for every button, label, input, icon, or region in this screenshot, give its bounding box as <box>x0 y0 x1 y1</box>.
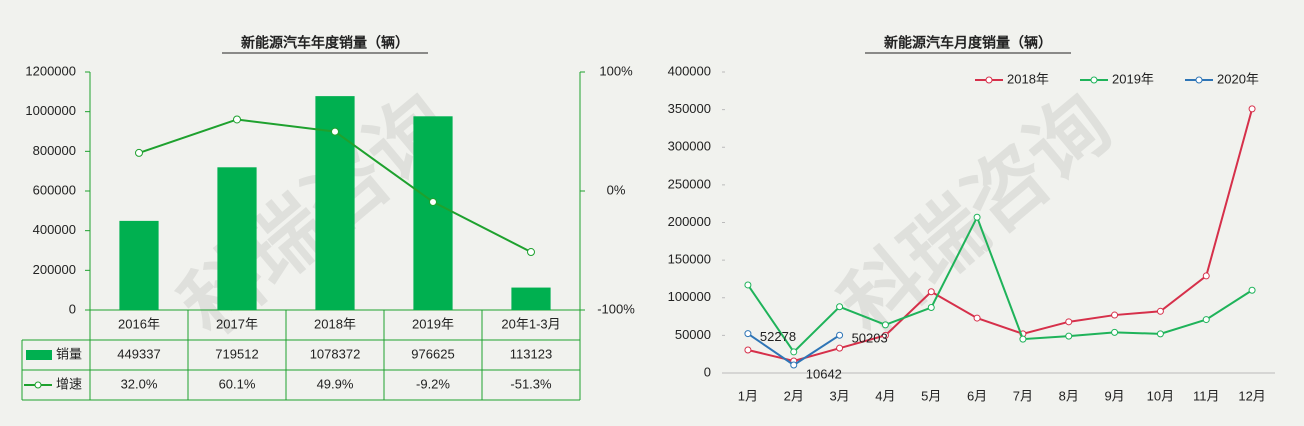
series-point <box>790 361 798 369</box>
series-point <box>1111 328 1119 336</box>
series-point <box>1202 316 1210 324</box>
y-tick-label: 200000 <box>668 214 711 229</box>
series-point <box>744 281 752 289</box>
y-tick-label: 600000 <box>33 182 76 197</box>
x-tick-label: 2017年 <box>216 316 258 331</box>
x-tick-label: 2016年 <box>118 316 160 331</box>
y-tick-label: 200000 <box>33 262 76 277</box>
y-tick-label: 0 <box>69 301 76 316</box>
legend-marker <box>1195 76 1203 84</box>
legend-marker <box>1090 76 1098 84</box>
y-tick-label: 50000 <box>675 327 711 342</box>
x-tick-label: 20年1-3月 <box>501 316 560 331</box>
table-value: 49.9% <box>317 376 354 391</box>
table-value: 1078372 <box>310 346 361 361</box>
bar <box>119 220 159 310</box>
series-point <box>790 348 798 356</box>
series-point <box>973 213 981 221</box>
x-tick-label: 2018年 <box>314 316 356 331</box>
series-point <box>1111 311 1119 319</box>
y-tick-label: 1000000 <box>25 103 76 118</box>
growth-point <box>429 197 437 206</box>
series-line <box>747 214 1253 354</box>
y-tick-label: 1200000 <box>25 63 76 78</box>
x-tick-label: 2019年 <box>412 316 454 331</box>
series-point <box>927 304 935 312</box>
growth-point <box>331 127 339 136</box>
legend-label: 增速 <box>56 376 82 391</box>
y-tick-label: 0 <box>704 364 711 379</box>
data-label: 52278 <box>760 329 796 344</box>
x-tick-label: 8月 <box>1059 388 1079 403</box>
x-tick-label: 11月 <box>1193 388 1220 403</box>
table-value: 976625 <box>411 346 454 361</box>
legend-label: 2019年 <box>1112 71 1154 86</box>
table-value: 449337 <box>117 346 160 361</box>
table-value: -51.3% <box>510 376 552 391</box>
series-point <box>1248 286 1256 294</box>
table-value: 60.1% <box>219 376 256 391</box>
y-tick-label: 350000 <box>668 101 711 116</box>
x-tick-label: 5月 <box>921 388 941 403</box>
data-label: 50203 <box>852 331 888 346</box>
x-tick-label: 9月 <box>1104 388 1124 403</box>
x-tick-label: 6月 <box>967 388 987 403</box>
legend-label: 销量 <box>56 346 82 361</box>
chart-title: 新能源汽车年度销量（辆） <box>241 35 409 51</box>
data-label: 10642 <box>806 366 842 381</box>
series-point <box>1248 105 1256 113</box>
growth-point <box>233 115 241 124</box>
legend-marker <box>985 76 993 84</box>
series-point <box>1156 330 1164 338</box>
series-point <box>836 331 844 339</box>
series-point <box>927 288 935 296</box>
y-tick-label: 800000 <box>33 143 76 158</box>
x-tick-label: 4月 <box>875 388 895 403</box>
y-tick-label: 400000 <box>668 63 711 78</box>
series-point <box>836 303 844 311</box>
legend-label: 2018年 <box>1007 71 1049 86</box>
series-point <box>744 330 752 338</box>
legend-swatch <box>26 350 52 360</box>
y2-tick-label: 100% <box>599 63 633 78</box>
series-point <box>881 331 889 339</box>
chart-title: 新能源汽车月度销量（辆） <box>884 35 1052 51</box>
table-value: 113123 <box>510 346 552 361</box>
y2-tick-label: -100% <box>597 301 635 316</box>
bar <box>217 167 257 310</box>
series-line <box>747 108 1254 362</box>
x-tick-label: 12月 <box>1238 388 1265 403</box>
growth-point <box>527 248 535 257</box>
y-tick-label: 150000 <box>668 252 711 267</box>
y-tick-label: 400000 <box>33 222 76 237</box>
legend-marker <box>34 381 42 389</box>
legend-label: 2020年 <box>1217 71 1259 86</box>
series-point <box>973 314 981 322</box>
y-tick-label: 250000 <box>668 176 711 191</box>
series-point <box>1065 332 1073 340</box>
y-tick-label: 300000 <box>668 139 711 154</box>
table-value: 719512 <box>215 346 258 361</box>
x-tick-label: 1月 <box>738 388 758 403</box>
series-point <box>836 344 844 352</box>
growth-point <box>135 148 143 157</box>
series-point <box>1065 318 1073 326</box>
series-point <box>1019 335 1027 343</box>
series-point <box>881 321 889 329</box>
table-value: 32.0% <box>121 376 158 391</box>
y2-tick-label: 0% <box>607 182 626 197</box>
x-tick-label: 7月 <box>1013 388 1033 403</box>
table-value: -9.2% <box>416 376 450 391</box>
series-point <box>1156 307 1164 315</box>
bar <box>511 287 551 310</box>
x-tick-label: 2月 <box>784 388 804 403</box>
y-tick-label: 100000 <box>668 289 711 304</box>
x-tick-label: 3月 <box>829 388 849 403</box>
series-point <box>1202 272 1210 280</box>
x-tick-label: 10月 <box>1147 388 1174 403</box>
series-point <box>744 346 752 354</box>
bar <box>413 116 453 311</box>
